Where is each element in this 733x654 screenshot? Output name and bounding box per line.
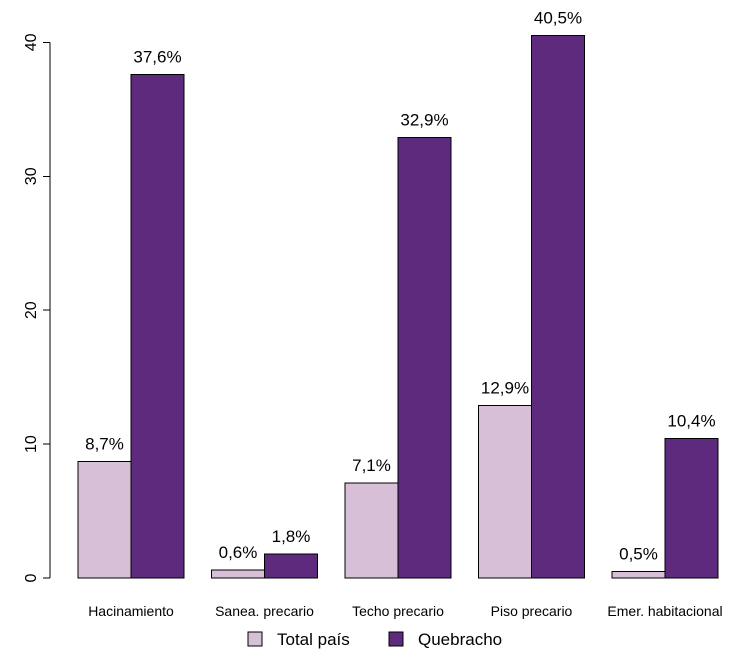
value-label: 1,8%	[272, 527, 311, 546]
category-label: Emer. habitacional	[607, 603, 722, 619]
y-tick-label: 0	[23, 573, 40, 582]
value-label: 7,1%	[352, 456, 391, 475]
bar-quebracho	[130, 74, 185, 579]
bar-quebracho	[397, 136, 452, 579]
category-label: Piso precario	[491, 603, 573, 619]
value-label: 8,7%	[85, 435, 124, 454]
value-labels: 8,7% 37,6% 0,6% 1,8% 7,1% 32,9% 12,9% 40,5% 0,5%…	[85, 9, 715, 564]
value-label: 32,9%	[400, 110, 448, 129]
category-label: Techo precario	[352, 603, 444, 619]
x-axis-labels: Hacinamiento Sanea. precario Techo precari…	[88, 603, 722, 619]
y-tick-label: 10	[23, 435, 40, 453]
bars	[77, 35, 719, 579]
value-label: 0,6%	[219, 543, 258, 562]
bar-total-pais	[211, 569, 265, 579]
bar-quebracho	[531, 35, 585, 579]
y-tick-label: 30	[23, 167, 40, 185]
category-label: Sanea. precario	[215, 603, 314, 619]
y-tick-label: 20	[23, 301, 40, 319]
legend: Total país Quebracho	[247, 630, 502, 649]
value-label: 37,6%	[133, 48, 181, 67]
value-label: 40,5%	[534, 9, 582, 28]
legend-label: Quebracho	[418, 630, 502, 649]
bar-total-pais	[344, 482, 399, 579]
legend-swatch	[247, 631, 263, 647]
legend-swatch	[388, 631, 404, 647]
value-label: 10,4%	[667, 412, 715, 431]
category-label: Hacinamiento	[88, 603, 174, 619]
y-tick-label: 40	[23, 33, 40, 51]
bar-quebracho	[664, 438, 719, 579]
legend-label: Total país	[277, 630, 350, 649]
bar-total-pais	[611, 570, 666, 579]
y-axis: 0 10 20 30 40	[23, 33, 51, 582]
value-label: 12,9%	[481, 378, 529, 397]
bar-total-pais	[77, 461, 132, 579]
value-label: 0,5%	[619, 544, 658, 563]
bar-quebracho	[264, 553, 318, 579]
bar-total-pais	[478, 404, 532, 579]
